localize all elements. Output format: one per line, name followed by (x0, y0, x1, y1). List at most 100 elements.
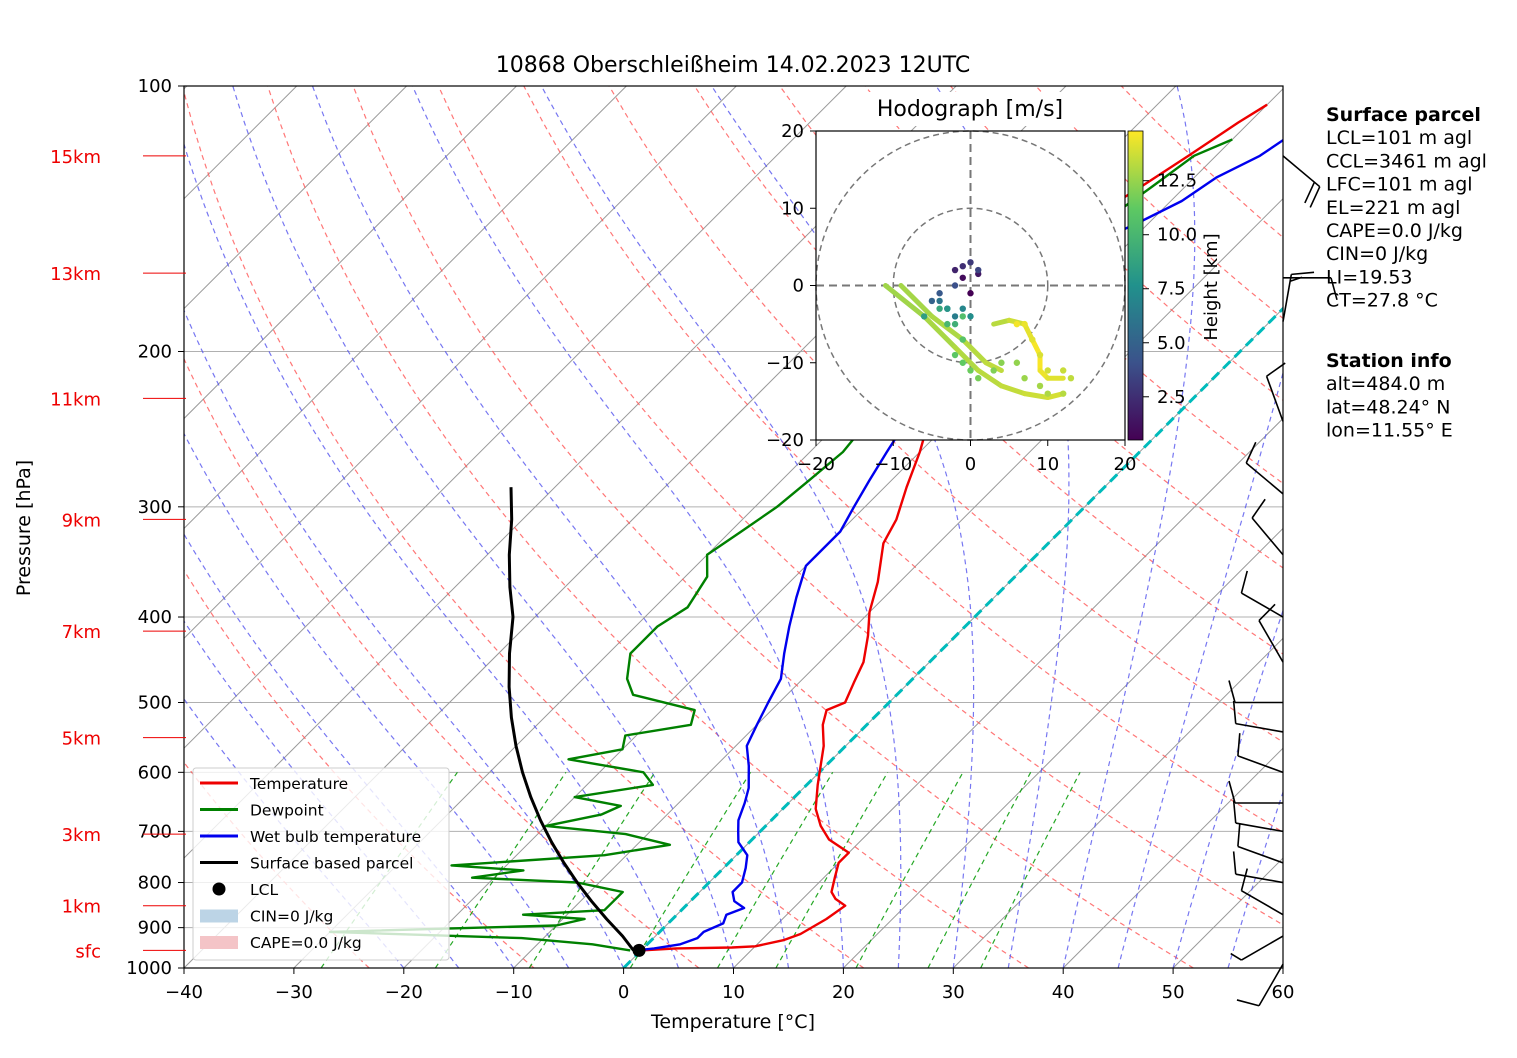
surface-parcel-line: EL=221 m agl (1326, 197, 1460, 219)
wind-barb-shaft (1283, 156, 1320, 187)
station-info-heading: Station info (1326, 350, 1452, 372)
wind-barb-flag (1238, 733, 1240, 756)
wind-barb-shaft (1246, 463, 1283, 494)
wind-barb-flag (1234, 701, 1236, 724)
height-label: 15km (50, 147, 101, 168)
hodograph-y-tick-label: −10 (766, 353, 804, 374)
hodograph-y-tick-label: 10 (781, 198, 804, 219)
hodograph-point (952, 267, 958, 273)
wind-barb-shaft (1238, 756, 1283, 772)
mixing-ratio-line (981, 772, 1080, 968)
hodograph-point (967, 290, 973, 296)
hodograph-y-tick-label: −20 (766, 430, 804, 451)
legend-entry: Surface based parcel (250, 855, 413, 873)
wind-barb (1234, 701, 1283, 732)
hodograph-point (929, 298, 935, 304)
hodograph-point (1021, 375, 1027, 381)
wind-barb-flag (1252, 499, 1265, 518)
wind-barb (1231, 936, 1283, 960)
hodograph-point (960, 275, 966, 281)
hodograph-point (960, 336, 966, 342)
height-label: 5km (62, 729, 101, 750)
x-tick-label: −40 (165, 982, 203, 1003)
hodograph-x-tick-label: 20 (1114, 454, 1137, 475)
wind-barb-flag (1237, 1000, 1259, 1006)
wind-barb-flag (1241, 869, 1247, 891)
mixing-ratio-line (435, 772, 566, 968)
wind-barb (1259, 604, 1283, 662)
wind-barb (1283, 156, 1320, 208)
surface-parcel-line: CIN=0 J/kg (1326, 243, 1428, 265)
legend-entry: Wet bulb temperature (250, 828, 421, 846)
x-tick-label: 60 (1272, 982, 1295, 1003)
hodograph-x-tick-label: 0 (965, 454, 976, 475)
hodograph-point (960, 360, 966, 366)
hodograph-point (960, 305, 966, 311)
y-tick-label: 1000 (126, 958, 172, 979)
lcl-marker (633, 944, 646, 957)
hodograph-y-tick-label: 20 (781, 121, 804, 142)
wind-barb-flag (1291, 272, 1314, 274)
surface-parcel-line: CAPE=0.0 J/kg (1326, 220, 1463, 242)
legend-entry: CAPE=0.0 J/kg (250, 934, 362, 952)
y-tick-label: 800 (138, 873, 172, 894)
y-tick-label: 600 (138, 762, 172, 783)
hodograph-point (952, 321, 958, 327)
hodograph-y-tick-label: 0 (793, 276, 804, 297)
colorbar-tick-label: 5.0 (1157, 333, 1186, 354)
y-tick-label: 400 (138, 607, 172, 628)
hodograph-point (960, 313, 966, 319)
x-tick-label: −30 (275, 982, 313, 1003)
colorbar-tick-label: 10.0 (1157, 225, 1197, 246)
hodograph-point (967, 313, 973, 319)
hodograph-x-tick-label: 10 (1036, 454, 1059, 475)
height-label: 3km (62, 825, 101, 846)
hodograph-point (1037, 352, 1043, 358)
legend-entry: Dewpoint (250, 802, 324, 820)
x-tick-label: −20 (385, 982, 423, 1003)
y-tick-label: 700 (138, 821, 172, 842)
wind-barb (1238, 733, 1283, 772)
mixing-ratio-line (776, 772, 888, 968)
legend-entry: CIN=0 J/kg (250, 908, 333, 926)
station-info-line: alt=484.0 m (1326, 373, 1445, 395)
hodograph-title: Hodograph [m/s] (877, 97, 1063, 122)
hodograph-point (921, 313, 927, 319)
hodograph-point (1060, 390, 1066, 396)
wind-barb-flag (1234, 851, 1236, 874)
hodograph-point (967, 367, 973, 373)
x-tick-label: 10 (722, 982, 745, 1003)
hodograph-x-tick-label: −10 (874, 454, 912, 475)
height-label: 11km (50, 389, 101, 410)
hodograph-point (998, 360, 1004, 366)
wind-barb (1229, 781, 1283, 803)
y-tick-label: 900 (138, 918, 172, 939)
hodograph-point (960, 263, 966, 269)
wind-barb-shaft (1241, 593, 1283, 617)
surface-parcel-heading: Surface parcel (1326, 104, 1481, 126)
hodograph-point (1068, 375, 1074, 381)
hodograph-point (952, 313, 958, 319)
wind-barb-shaft (1236, 724, 1283, 732)
wind-barb (1252, 499, 1283, 555)
height-label: sfc (75, 941, 101, 962)
wind-barb (1283, 272, 1314, 321)
x-tick-label: 0 (618, 982, 629, 1003)
wind-barb-shaft (1252, 518, 1283, 555)
wind-barb-flag (1238, 824, 1240, 847)
wind-barb (1246, 442, 1283, 494)
colorbar-label: Height [km] (1201, 233, 1222, 340)
wind-barb-shaft (1241, 936, 1283, 960)
hodograph-point (1021, 321, 1027, 327)
wind-barb (1234, 851, 1283, 882)
hodograph-point (952, 352, 958, 358)
hodograph-point (967, 259, 973, 265)
hodograph-point (1014, 360, 1020, 366)
station-info-line: lat=48.24° N (1326, 396, 1450, 418)
wind-barb (1241, 571, 1283, 617)
height-label: 7km (62, 622, 101, 643)
hodograph-point (944, 321, 950, 327)
